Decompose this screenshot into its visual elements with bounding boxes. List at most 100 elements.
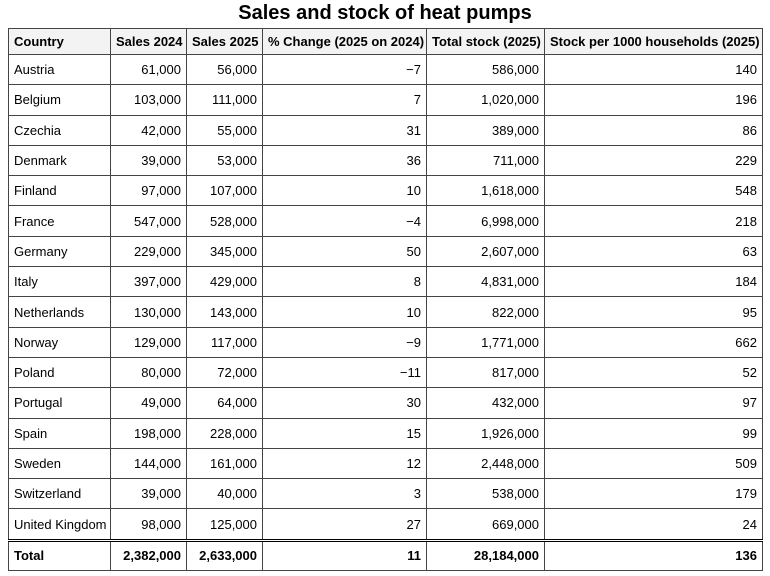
table-cell: Portugal [8, 387, 111, 419]
table-row: Norway 129,000 117,000 −9 1,771,000 662 [8, 326, 763, 358]
table-cell: Spain [8, 417, 111, 449]
table-cell: 6,998,000 [426, 205, 545, 237]
table-cell: 107,000 [186, 175, 263, 207]
table-cell: 99 [544, 417, 763, 449]
total-cell: 2,633,000 [186, 538, 263, 571]
table-row: Finland 97,000 107,000 10 1,618,000 548 [8, 175, 763, 207]
table-cell: −11 [262, 356, 427, 389]
table-cell: 822,000 [426, 296, 545, 328]
table-cell: 80,000 [110, 356, 187, 389]
table-cell: 218 [544, 205, 763, 237]
column-header: Sales 2025 [186, 28, 263, 55]
table-cell: 144,000 [110, 447, 187, 480]
table-cell: United Kingdom [8, 508, 111, 541]
table-cell: 55,000 [186, 114, 263, 146]
table-cell: Italy [8, 266, 111, 298]
table-row: Belgium 103,000 111,000 7 1,020,000 196 [8, 84, 763, 116]
table-cell: 111,000 [186, 84, 263, 116]
table-cell: 817,000 [426, 356, 545, 389]
column-header: Stock per 1000 households (2025) [544, 28, 763, 55]
table-cell: 229 [544, 144, 763, 177]
table-cell: 397,000 [110, 266, 187, 298]
table-cell: 711,000 [426, 144, 545, 177]
table-cell: 548 [544, 175, 763, 207]
table-cell: 97,000 [110, 175, 187, 207]
table-cell: 196 [544, 84, 763, 116]
table-cell: 52 [544, 356, 763, 389]
table-row: Italy 397,000 429,000 8 4,831,000 184 [8, 266, 763, 298]
table-cell: 10 [262, 175, 427, 207]
title: Sales and stock of heat pumps [238, 2, 532, 24]
table-cell: 429,000 [186, 266, 263, 298]
table-cell: 538,000 [426, 478, 545, 510]
table-cell: 2,607,000 [426, 235, 545, 268]
table-cell: 345,000 [186, 235, 263, 268]
table-cell: 1,618,000 [426, 175, 545, 207]
column-header: % Change (2025 on 2024) [262, 28, 427, 55]
table-cell: 49,000 [110, 387, 187, 419]
table-cell: 228,000 [186, 417, 263, 449]
table-cell: Czechia [8, 114, 111, 146]
table-cell: 50 [262, 235, 427, 268]
table-cell: 161,000 [186, 447, 263, 480]
total-cell: 136 [544, 538, 763, 571]
table-cell: Sweden [8, 447, 111, 480]
table-row: France 547,000 528,000 −4 6,998,000 218 [8, 205, 763, 237]
table-cell: 1,926,000 [426, 417, 545, 449]
total-cell: 28,184,000 [426, 538, 545, 571]
table-cell: −7 [262, 53, 427, 86]
table-cell: 586,000 [426, 53, 545, 86]
table-cell: 7 [262, 84, 427, 116]
table-row: Spain 198,000 228,000 15 1,926,000 99 [8, 417, 763, 449]
table-row: Czechia 42,000 55,000 31 389,000 86 [8, 114, 763, 146]
table-cell: 12 [262, 447, 427, 480]
table-row: Netherlands 130,000 143,000 10 822,000 95 [8, 296, 763, 328]
table-cell: 432,000 [426, 387, 545, 419]
total-cell: Total [8, 538, 111, 571]
column-header: Sales 2024 [110, 28, 187, 55]
table-cell: 30 [262, 387, 427, 419]
table-cell: 40,000 [186, 478, 263, 510]
table-cell: 39,000 [110, 144, 187, 177]
table-cell: 53,000 [186, 144, 263, 177]
table-cell: 198,000 [110, 417, 187, 449]
table-cell: 2,448,000 [426, 447, 545, 480]
total-row: Total 2,382,000 2,633,000 11 28,184,000 136 [8, 538, 763, 571]
table-cell: Germany [8, 235, 111, 268]
table-cell: 130,000 [110, 296, 187, 328]
table-cell: 64,000 [186, 387, 263, 419]
table-cell: 31 [262, 114, 427, 146]
table-cell: 1,771,000 [426, 326, 545, 358]
table-cell: 15 [262, 417, 427, 449]
table-cell: 4,831,000 [426, 266, 545, 298]
column-header: Country [8, 28, 111, 55]
table-cell: 103,000 [110, 84, 187, 116]
table-row: Denmark 39,000 53,000 36 711,000 229 [8, 144, 763, 177]
table-cell: Norway [8, 326, 111, 358]
total-cell: 2,382,000 [110, 538, 187, 571]
table-cell: 1,020,000 [426, 84, 545, 116]
table-cell: 669,000 [426, 508, 545, 541]
table-cell: Austria [8, 53, 111, 86]
table-cell: 97 [544, 387, 763, 419]
table-cell: 56,000 [186, 53, 263, 86]
table-cell: 61,000 [110, 53, 187, 86]
table-row: United Kingdom 98,000 125,000 27 669,000 24 [8, 508, 763, 541]
table-cell: 117,000 [186, 326, 263, 358]
table-row: Germany 229,000 345,000 50 2,607,000 63 [8, 235, 763, 268]
table-cell: 125,000 [186, 508, 263, 541]
table-body: Austria 61,000 56,000 −7 586,000 140 Belgium 10… [8, 53, 763, 571]
table-cell: 229,000 [110, 235, 187, 268]
table-cell: 27 [262, 508, 427, 541]
table-cell: 24 [544, 508, 763, 541]
table-cell: 39,000 [110, 478, 187, 510]
table-cell: 129,000 [110, 326, 187, 358]
table-cell: −9 [262, 326, 427, 358]
table-row: Poland 80,000 72,000 −11 817,000 52 [8, 356, 763, 389]
table-cell: 98,000 [110, 508, 187, 541]
table-cell: 10 [262, 296, 427, 328]
table-cell: 179 [544, 478, 763, 510]
data-table: Country Sales 2024 Sales 2025% Change (202… [8, 28, 763, 571]
